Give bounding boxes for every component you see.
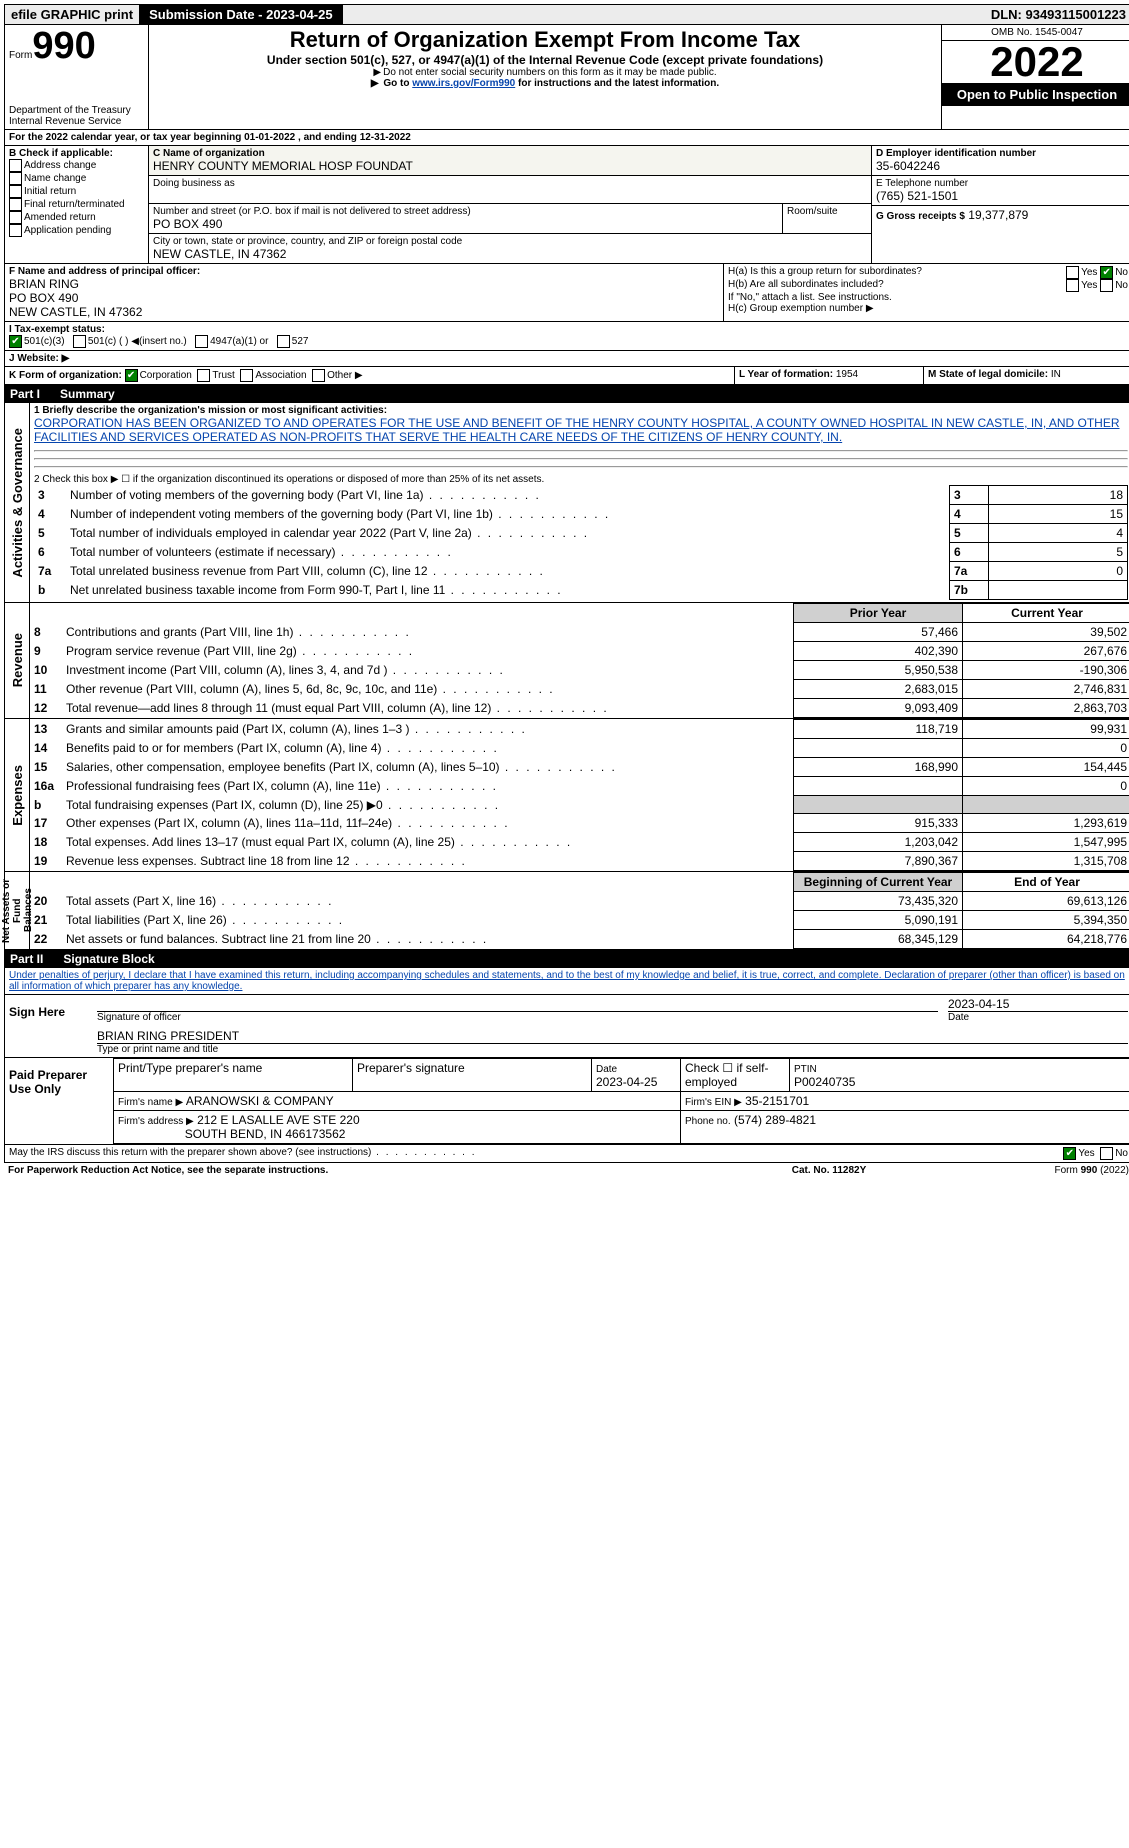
line-2: 2 Check this box ▶ ☐ if the organization… bbox=[34, 474, 1128, 485]
section-e-label: E Telephone number bbox=[876, 178, 1128, 189]
signer-name: BRIAN RING PRESIDENT bbox=[97, 1029, 1128, 1043]
identity-block: B Check if applicable: Address changeNam… bbox=[4, 146, 1129, 264]
firm-ein: 35-2151701 bbox=[745, 1094, 809, 1108]
ein: 35-6042246 bbox=[876, 159, 1128, 173]
page-footer: For Paperwork Reduction Act Notice, see … bbox=[4, 1163, 1129, 1178]
activities-governance-section: Activities & Governance 1 Briefly descri… bbox=[4, 403, 1129, 603]
officer-group-block: F Name and address of principal officer:… bbox=[4, 264, 1129, 322]
city-label: City or town, state or province, country… bbox=[153, 236, 867, 247]
website-row: J Website: ▶ bbox=[4, 351, 1129, 367]
firm-addr2: SOUTH BEND, IN 466173562 bbox=[185, 1127, 346, 1141]
governance-table: 3 Number of voting members of the govern… bbox=[34, 485, 1128, 600]
form-header: Form990 Department of the Treasury Inter… bbox=[4, 25, 1129, 130]
sign-date: 2023-04-15 bbox=[948, 997, 1128, 1011]
efile-label: efile GRAPHIC print bbox=[5, 5, 139, 24]
hb-note: If "No," attach a list. See instructions… bbox=[728, 292, 1128, 303]
state-domicile: IN bbox=[1051, 369, 1061, 380]
klm-row: K Form of organization: Corporation Trus… bbox=[4, 367, 1129, 385]
firm-phone: (574) 289-4821 bbox=[734, 1113, 816, 1127]
gross-receipts: 19,377,879 bbox=[968, 208, 1028, 222]
hc-label: H(c) Group exemption number ▶ bbox=[728, 303, 1128, 314]
org-city: NEW CASTLE, IN 47362 bbox=[153, 247, 867, 261]
officer-name: BRIAN RING bbox=[9, 277, 719, 291]
hb-label: H(b) Are all subordinates included? bbox=[728, 279, 1066, 292]
section-b-item: Final return/terminated bbox=[9, 198, 144, 211]
dln: DLN: 93493115001223 bbox=[985, 5, 1129, 24]
dept-treasury: Department of the Treasury bbox=[9, 105, 144, 116]
dba-label: Doing business as bbox=[153, 178, 867, 189]
sign-here-block: Sign Here Signature of officer 2023-04-1… bbox=[4, 995, 1129, 1058]
officer-addr2: NEW CASTLE, IN 47362 bbox=[9, 305, 719, 319]
mission-label: 1 Briefly describe the organization's mi… bbox=[34, 405, 1128, 416]
section-b-title: B Check if applicable: bbox=[9, 148, 144, 159]
section-b-item: Initial return bbox=[9, 185, 144, 198]
ptin: P00240735 bbox=[794, 1075, 855, 1089]
section-c-label: C Name of organization bbox=[153, 148, 867, 159]
section-b-item: Address change bbox=[9, 159, 144, 172]
mission-text[interactable]: CORPORATION HAS BEEN ORGANIZED TO AND OP… bbox=[34, 416, 1128, 444]
org-street: PO BOX 490 bbox=[153, 217, 778, 231]
revenue-table: Prior Year Current Year8 Contributions a… bbox=[30, 603, 1129, 718]
org-name: HENRY COUNTY MEMORIAL HOSP FOUNDAT bbox=[153, 159, 867, 173]
room-suite-label: Room/suite bbox=[783, 204, 871, 233]
phone: (765) 521-1501 bbox=[876, 189, 1128, 203]
paid-preparer-block: Paid Preparer Use Only Print/Type prepar… bbox=[4, 1058, 1129, 1145]
vlabel-governance: Activities & Governance bbox=[8, 422, 27, 584]
firm-name: ARANOWSKI & COMPANY bbox=[186, 1094, 334, 1108]
irs-label: Internal Revenue Service bbox=[9, 116, 144, 127]
submission-date: Submission Date - 2023-04-25 bbox=[139, 5, 343, 24]
street-label: Number and street (or P.O. box if mail i… bbox=[153, 206, 778, 217]
form-number: Form990 bbox=[9, 27, 144, 65]
ssn-warning: Do not enter social security numbers on … bbox=[153, 67, 937, 78]
firm-addr1: 212 E LASALLE AVE STE 220 bbox=[197, 1113, 360, 1127]
section-g-label: G Gross receipts $ bbox=[876, 211, 965, 222]
penalties-text: Under penalties of perjury, I declare th… bbox=[4, 968, 1129, 995]
expenses-section: Expenses 13 Grants and similar amounts p… bbox=[4, 719, 1129, 872]
section-b-item: Application pending bbox=[9, 224, 144, 237]
year-formation: 1954 bbox=[836, 369, 858, 380]
part-ii-header: Part II Signature Block bbox=[4, 950, 1129, 968]
form-title: Return of Organization Exempt From Incom… bbox=[153, 27, 937, 53]
part-i-header: Part I Summary bbox=[4, 385, 1129, 403]
tax-year: 2022 bbox=[942, 41, 1129, 83]
section-f-label: F Name and address of principal officer: bbox=[9, 266, 719, 277]
officer-addr1: PO BOX 490 bbox=[9, 291, 719, 305]
preparer-date: 2023-04-25 bbox=[596, 1075, 657, 1089]
instructions-link-line: Go to www.irs.gov/Form990 for instructio… bbox=[153, 78, 937, 89]
efile-topbar: efile GRAPHIC print Submission Date - 20… bbox=[4, 4, 1129, 25]
vlabel-revenue: Revenue bbox=[8, 627, 27, 693]
section-b-item: Amended return bbox=[9, 211, 144, 224]
discuss-row: May the IRS discuss this return with the… bbox=[4, 1145, 1129, 1163]
vlabel-net: Net Assets or Fund Balances bbox=[0, 872, 36, 949]
revenue-section: Revenue Prior Year Current Year8 Contrib… bbox=[4, 603, 1129, 719]
tax-period: A For the 2022 calendar year, or tax yea… bbox=[4, 130, 1129, 146]
self-employed-check: Check ☐ if self-employed bbox=[681, 1059, 790, 1092]
sign-here-label: Sign Here bbox=[5, 995, 93, 1057]
net-assets-table: Beginning of Current Year End of Year20 … bbox=[30, 872, 1129, 949]
paid-preparer-label: Paid Preparer Use Only bbox=[5, 1058, 113, 1144]
vlabel-expenses: Expenses bbox=[8, 759, 27, 832]
ha-label: H(a) Is this a group return for subordin… bbox=[728, 266, 1066, 279]
expenses-table: 13 Grants and similar amounts paid (Part… bbox=[30, 719, 1129, 871]
form-subtitle: Under section 501(c), 527, or 4947(a)(1)… bbox=[153, 53, 937, 67]
form990-url[interactable]: www.irs.gov/Form990 bbox=[412, 78, 515, 89]
section-b-item: Name change bbox=[9, 172, 144, 185]
net-assets-section: Net Assets or Fund Balances Beginning of… bbox=[4, 872, 1129, 950]
tax-exempt-status: I Tax-exempt status: 501(c)(3) 501(c) ( … bbox=[4, 322, 1129, 351]
section-d-label: D Employer identification number bbox=[876, 148, 1128, 159]
open-to-inspection: Open to Public Inspection bbox=[942, 83, 1129, 106]
